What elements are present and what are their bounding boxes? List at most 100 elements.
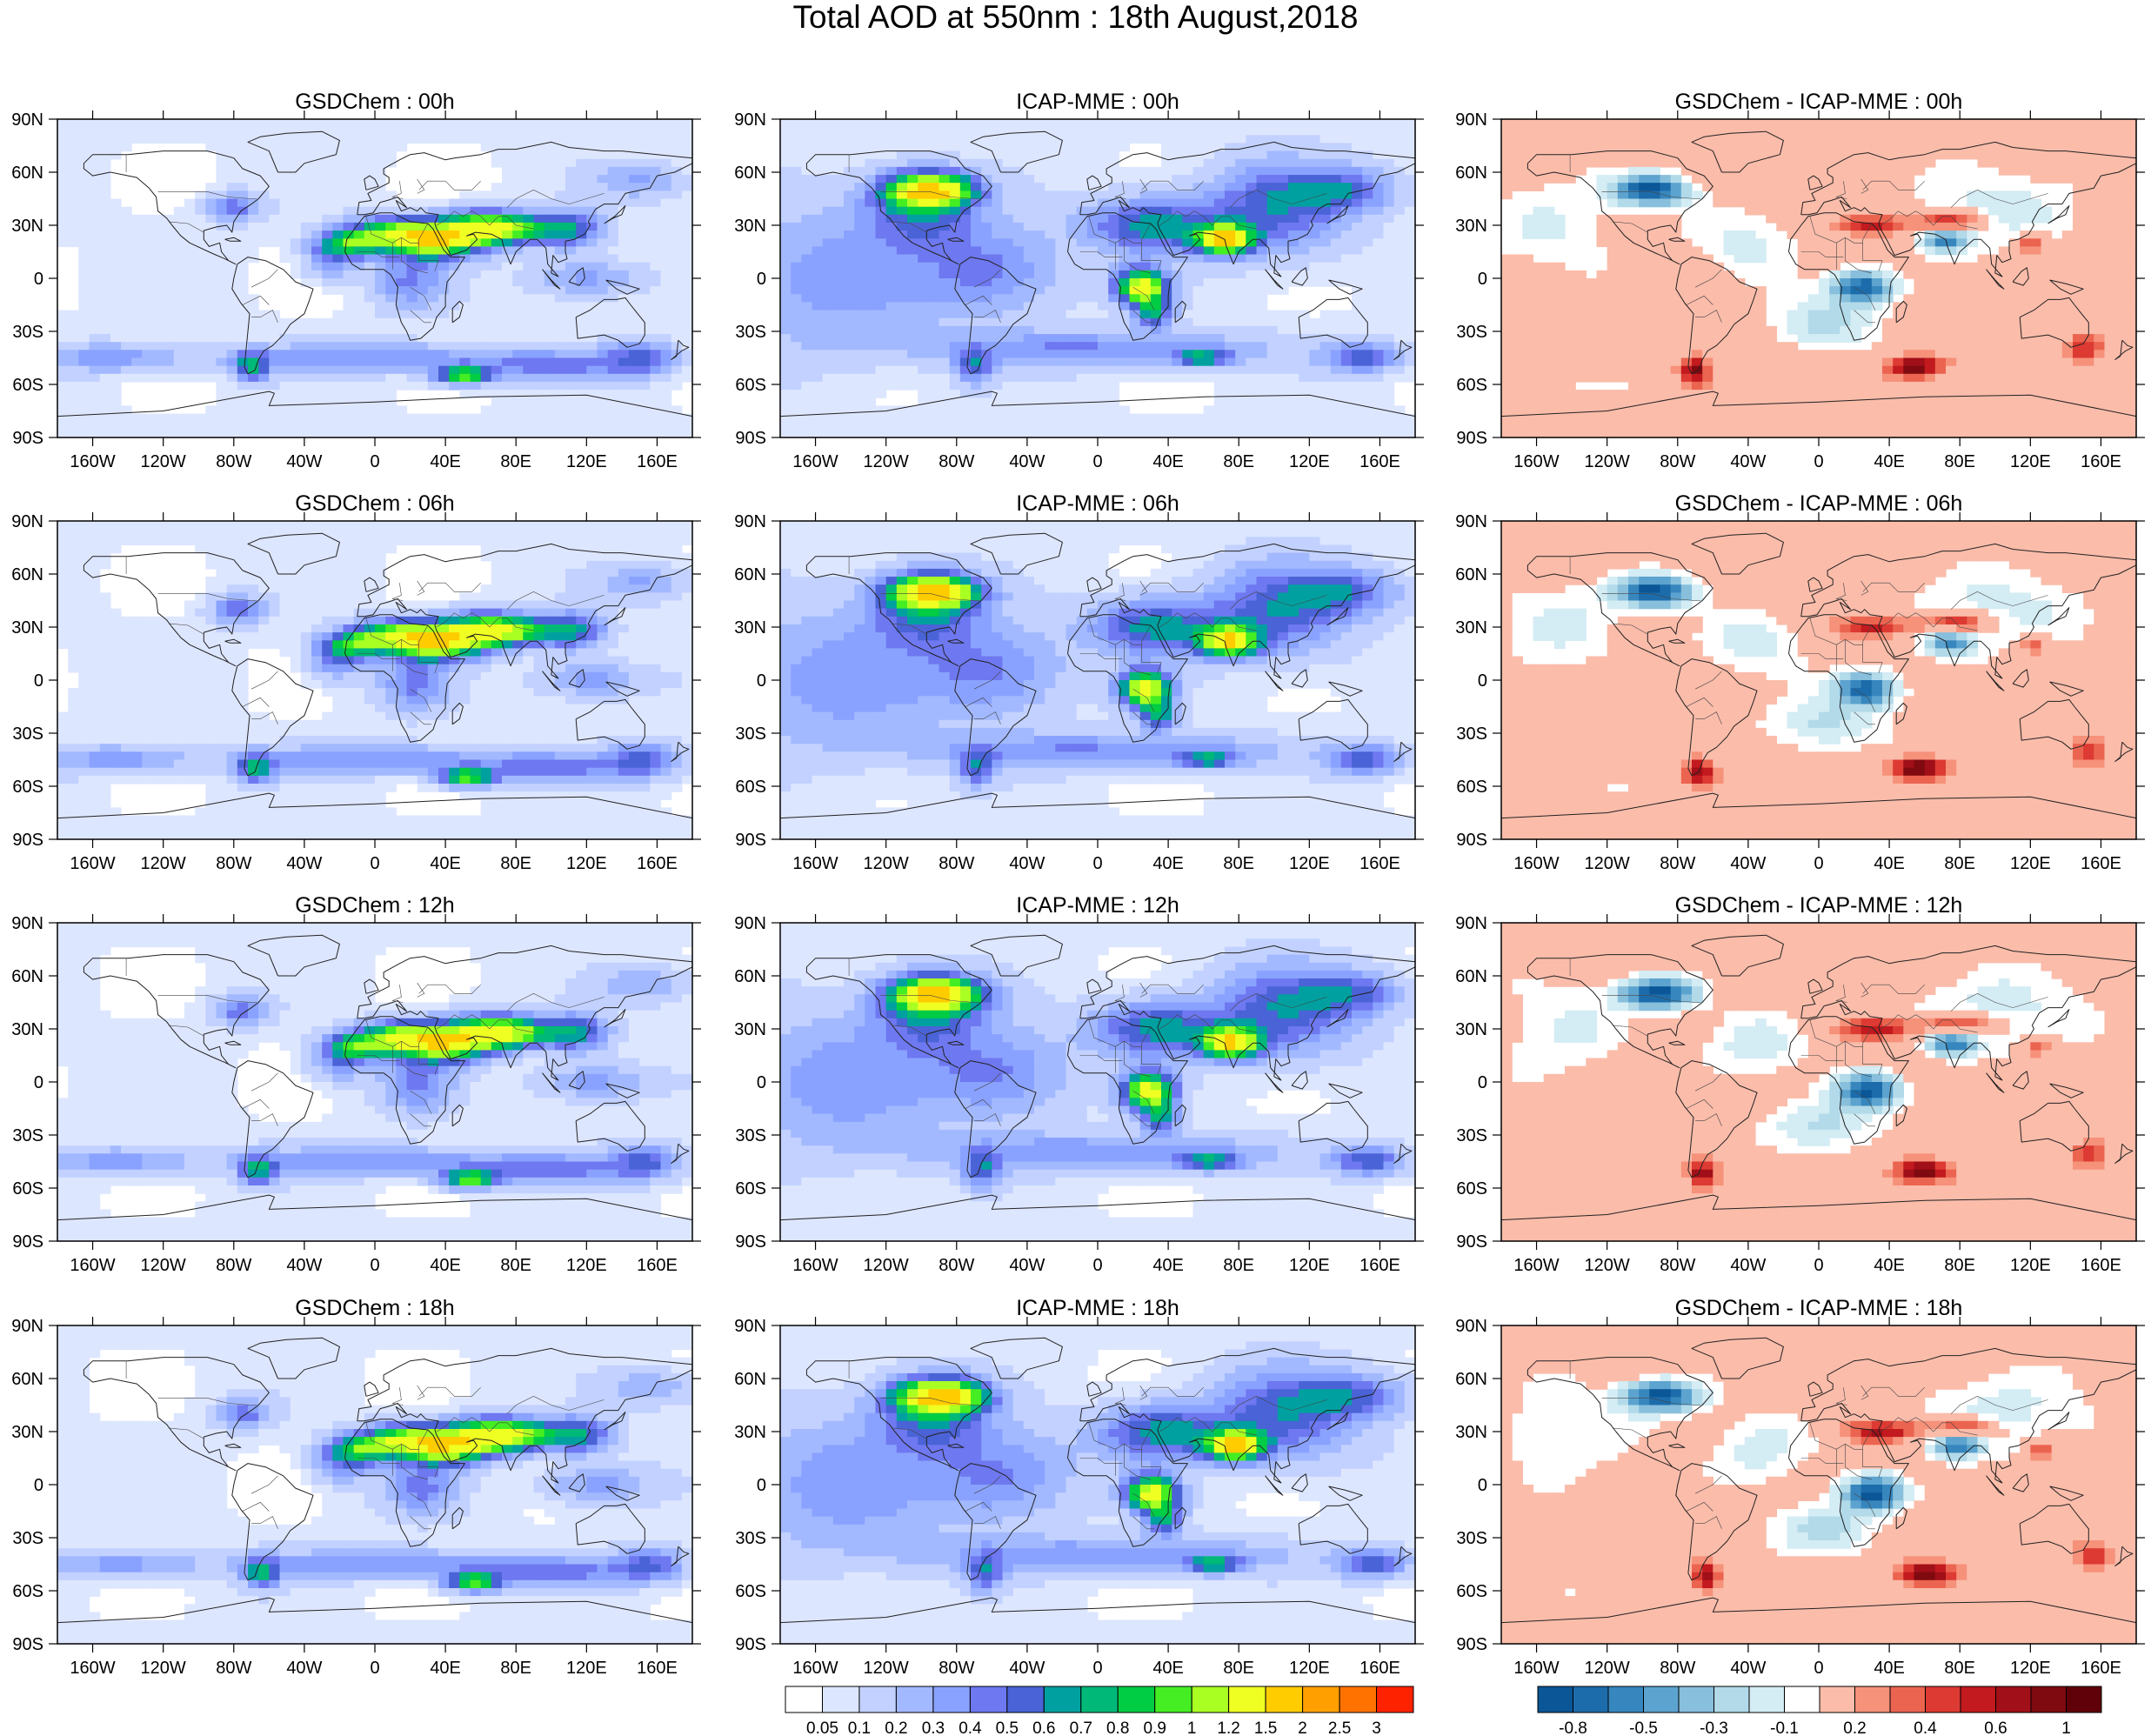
- panel-title: ICAP-MME : 18h: [1016, 1296, 1179, 1320]
- lon-label: 0: [370, 1659, 379, 1678]
- lat-label: 0: [1478, 270, 1487, 289]
- lat-label: 30S: [12, 1529, 43, 1548]
- lon-label: 40W: [1730, 452, 1766, 471]
- lat-label: 90S: [735, 1635, 766, 1654]
- lat-label: 30N: [734, 1020, 766, 1039]
- country-borders: [1569, 1360, 2048, 1530]
- lat-label: 30N: [1455, 1423, 1487, 1442]
- lat-label: 30N: [734, 217, 766, 236]
- lon-label: 80E: [1944, 854, 1975, 873]
- colorbar-box: [1228, 1686, 1266, 1713]
- lon-label: 40W: [1009, 1256, 1045, 1275]
- lat-label: 0: [757, 671, 766, 691]
- lon-label: 160W: [792, 854, 838, 873]
- colorbar-box: [1819, 1686, 1855, 1713]
- map-panel-2: ICAP-MME : 00h 90N 60N 30N 0 30S 60S 90S 160W 120…: [734, 90, 1424, 471]
- lat-label: 90N: [1455, 110, 1487, 130]
- lon-label: 80E: [500, 1659, 531, 1678]
- lat-label: 90N: [11, 512, 43, 531]
- colorbar-box: [1080, 1686, 1119, 1713]
- lon-label: 120W: [864, 1256, 909, 1275]
- lat-label: 0: [757, 1476, 766, 1495]
- colorbar-box: [2030, 1686, 2067, 1713]
- lat-label: 60S: [735, 778, 766, 797]
- lat-label: 0: [1478, 671, 1487, 691]
- aod-field: [780, 521, 1416, 840]
- lat-label: 60N: [734, 967, 766, 986]
- lat-label: 60S: [12, 1179, 43, 1199]
- lon-label: 160E: [1359, 1659, 1400, 1678]
- lat-label: 30S: [735, 724, 766, 744]
- coastlines: [1500, 532, 2137, 819]
- lon-label: 40E: [430, 452, 461, 471]
- aod-field: [1501, 119, 2137, 438]
- lon-label: 0: [1092, 452, 1102, 471]
- lon-label: 40W: [286, 854, 322, 873]
- lat-label: 0: [34, 270, 43, 289]
- aod-field: [1501, 923, 2137, 1242]
- lon-label: 0: [370, 1256, 379, 1275]
- lat-label: 30N: [11, 217, 43, 236]
- coastlines: [779, 130, 1416, 417]
- lon-label: 160E: [1359, 1256, 1400, 1275]
- lon-label: 40W: [286, 1256, 322, 1275]
- lat-label: 30N: [11, 618, 43, 638]
- lat-label: 60S: [735, 1582, 766, 1601]
- lon-label: 0: [1092, 1256, 1102, 1275]
- lat-label: 60N: [11, 565, 43, 584]
- lat-label: 90S: [12, 1635, 43, 1654]
- coastlines: [1500, 1337, 2137, 1624]
- lat-label: 30S: [1456, 1529, 1487, 1548]
- colorbar-label: 1: [2061, 1719, 2071, 1736]
- lon-label: 40W: [1009, 1659, 1045, 1678]
- lat-label: 60S: [735, 376, 766, 395]
- country-borders: [848, 556, 1327, 725]
- lat-label: 60N: [1455, 164, 1487, 183]
- lon-label: 80W: [939, 854, 974, 873]
- colorbar-label: 1: [1187, 1719, 1197, 1736]
- panel-title: ICAP-MME : 06h: [1016, 491, 1179, 516]
- lon-label: 40W: [286, 1659, 322, 1678]
- lat-label: 90S: [735, 429, 766, 448]
- colorbar-box: [2066, 1686, 2102, 1713]
- colorbar-label: 2: [1298, 1719, 1307, 1736]
- aod-field: [57, 1325, 693, 1645]
- map-panel-1: GSDChem : 00h 90N 60N 30N 0 30S 60S 90S 160W 120W…: [11, 90, 701, 471]
- country-borders: [848, 958, 1327, 1127]
- lat-label: 90S: [1456, 1635, 1487, 1654]
- colorbar-box: [785, 1686, 823, 1713]
- lon-label: 0: [1814, 854, 1823, 873]
- coastlines: [779, 1337, 1416, 1624]
- country-borders: [1569, 154, 2048, 324]
- panel-title: GSDChem - ICAP-MME : 18h: [1675, 1296, 1963, 1320]
- lat-label: 60N: [11, 967, 43, 986]
- colorbar-box: [1191, 1686, 1230, 1713]
- lat-label: 60N: [734, 565, 766, 584]
- lon-label: 80E: [1223, 452, 1254, 471]
- lon-label: 120E: [1289, 452, 1330, 471]
- panel-title: GSDChem - ICAP-MME : 06h: [1675, 491, 1963, 516]
- country-borders: [848, 154, 1327, 324]
- lon-label: 80W: [939, 1659, 974, 1678]
- lon-label: 160W: [1513, 1659, 1559, 1678]
- lat-label: 90N: [734, 512, 766, 531]
- lat-label: 90N: [1455, 1317, 1487, 1336]
- lat-label: 0: [34, 671, 43, 691]
- lon-label: 160W: [1513, 854, 1559, 873]
- lon-label: 160W: [792, 1256, 838, 1275]
- lat-label: 60N: [11, 1370, 43, 1389]
- lon-label: 120E: [566, 854, 607, 873]
- coastlines: [1500, 934, 2137, 1221]
- lon-label: 80W: [216, 854, 251, 873]
- figure-title: Total AOD at 550nm : 18th August,2018: [0, 0, 2151, 38]
- lat-label: 30S: [735, 323, 766, 342]
- lon-label: 80W: [1660, 854, 1695, 873]
- country-borders: [1569, 556, 2048, 725]
- colorbar-label: 0.05: [806, 1719, 838, 1736]
- panel-title: GSDChem : 06h: [295, 491, 454, 516]
- lat-label: 60N: [1455, 565, 1487, 584]
- colorbar-label: -0.5: [1629, 1719, 1658, 1736]
- lon-label: 40E: [1874, 452, 1905, 471]
- map-panel-3: GSDChem - ICAP-MME : 00h 90N 60N 30N 0 30S 60S…: [1455, 90, 2145, 471]
